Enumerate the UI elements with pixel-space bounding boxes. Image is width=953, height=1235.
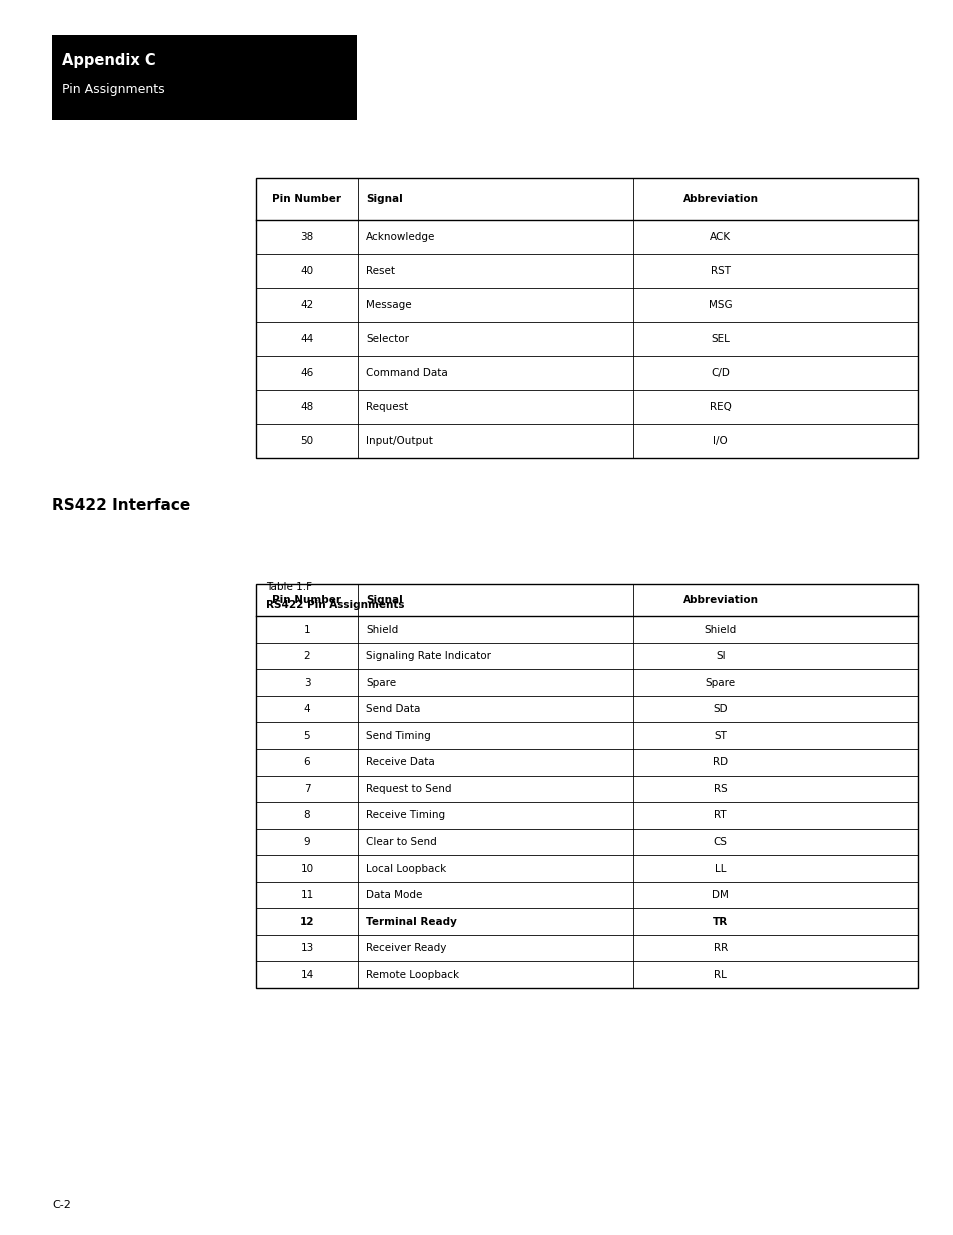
Text: 1: 1 [303,625,310,635]
Text: Table 1.F: Table 1.F [265,582,312,592]
Text: Clear to Send: Clear to Send [366,837,436,847]
Text: 10: 10 [300,863,314,873]
Text: 38: 38 [300,232,314,242]
Text: Pin Number: Pin Number [273,194,341,204]
Text: Receive Data: Receive Data [366,757,435,767]
Text: Signal: Signal [366,194,402,204]
Text: RST: RST [710,266,730,275]
Text: 42: 42 [300,300,314,310]
Text: MSG: MSG [708,300,732,310]
Text: Send Data: Send Data [366,704,420,714]
Text: Pin Assignments: Pin Assignments [62,83,165,96]
Text: Shield: Shield [704,625,736,635]
Text: Spare: Spare [705,678,735,688]
Text: Signaling Rate Indicator: Signaling Rate Indicator [366,651,491,661]
Text: 13: 13 [300,944,314,953]
Text: ACK: ACK [709,232,731,242]
Text: 48: 48 [300,401,314,411]
Text: Send Timing: Send Timing [366,731,431,741]
Text: Local Loopback: Local Loopback [366,863,446,873]
Text: 4: 4 [303,704,310,714]
Text: 8: 8 [303,810,310,820]
Text: SEL: SEL [711,333,729,343]
Text: Request to Send: Request to Send [366,784,452,794]
Bar [52,35,356,120]
Text: Selector: Selector [366,333,409,343]
Text: 50: 50 [300,436,314,446]
Text: REQ: REQ [709,401,731,411]
Text: C/D: C/D [711,368,729,378]
Text: Acknowledge: Acknowledge [366,232,436,242]
Text: Message: Message [366,300,412,310]
Text: Command Data: Command Data [366,368,448,378]
Text: ST: ST [714,731,726,741]
Text: Receive Timing: Receive Timing [366,810,445,820]
Bar [255,584,917,988]
Text: DM: DM [712,890,728,900]
Text: Shield: Shield [366,625,398,635]
Text: RL: RL [714,969,726,979]
Text: RR: RR [713,944,727,953]
Text: Reset: Reset [366,266,395,275]
Text: Request: Request [366,401,408,411]
Text: 12: 12 [299,916,314,926]
Text: TR: TR [713,916,728,926]
Text: 14: 14 [300,969,314,979]
Text: 6: 6 [303,757,310,767]
Text: 2: 2 [303,651,310,661]
Text: RS422 Interface: RS422 Interface [52,499,190,514]
Text: Data Mode: Data Mode [366,890,422,900]
Text: RD: RD [713,757,727,767]
Text: SD: SD [713,704,727,714]
Text: 7: 7 [303,784,310,794]
Text: C-2: C-2 [52,1200,71,1210]
Text: Appendix C: Appendix C [62,53,155,68]
Text: 11: 11 [300,890,314,900]
Text: 46: 46 [300,368,314,378]
Text: Receiver Ready: Receiver Ready [366,944,446,953]
Text: Input/Output: Input/Output [366,436,433,446]
Text: 44: 44 [300,333,314,343]
Text: Abbreviation: Abbreviation [682,595,758,605]
Text: Terminal Ready: Terminal Ready [366,916,456,926]
Text: Abbreviation: Abbreviation [682,194,758,204]
Text: 3: 3 [303,678,310,688]
Text: RT: RT [714,810,726,820]
Text: 9: 9 [303,837,310,847]
Text: 5: 5 [303,731,310,741]
Text: LL: LL [715,863,726,873]
Text: SI: SI [715,651,725,661]
Text: Pin Number: Pin Number [273,595,341,605]
Bar [255,178,917,458]
Text: Remote Loopback: Remote Loopback [366,969,459,979]
Text: I/O: I/O [713,436,727,446]
Text: Spare: Spare [366,678,396,688]
Text: RS422 Pin Assignments: RS422 Pin Assignments [265,600,404,610]
Text: RS: RS [713,784,727,794]
Text: 40: 40 [300,266,314,275]
Text: CS: CS [713,837,727,847]
Text: Signal: Signal [366,595,402,605]
